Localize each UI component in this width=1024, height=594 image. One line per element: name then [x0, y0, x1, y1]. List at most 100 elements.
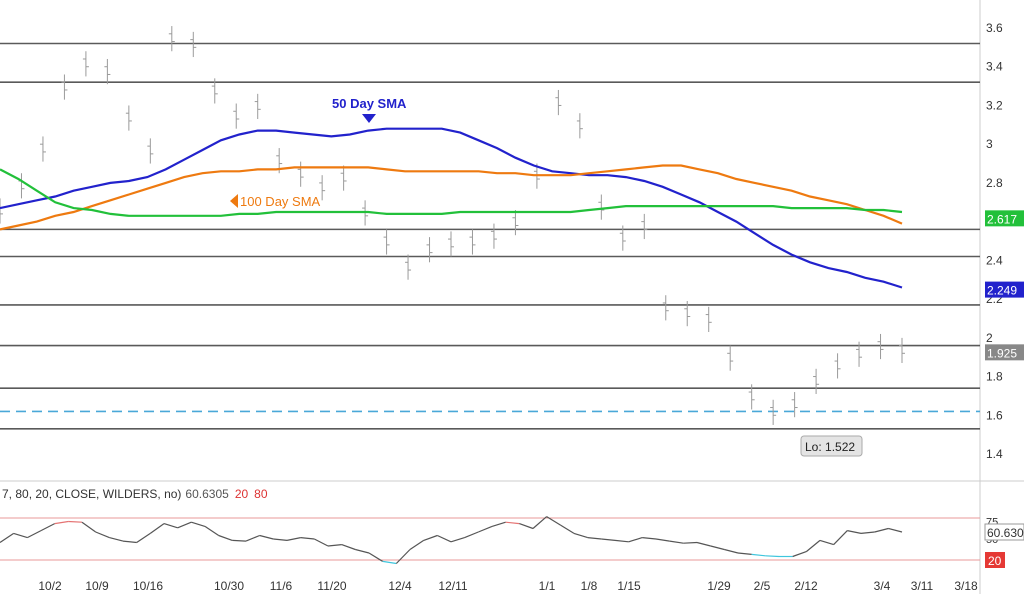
date-tick-11: 1/29 — [707, 579, 731, 593]
rsi-segment-57 — [765, 555, 780, 558]
rsi-segment-29 — [382, 560, 397, 565]
date-tick-9: 1/8 — [581, 579, 598, 593]
rsi-segment-65 — [874, 527, 889, 533]
rsi-params: 7, 80, 20, CLOSE, WILDERS, no) — [2, 487, 181, 501]
rsi-segment-63 — [847, 530, 862, 534]
price-tick-6: 2.4 — [986, 253, 1003, 267]
rsi-segment-35 — [464, 531, 479, 539]
moving-averages — [0, 127, 903, 289]
date-tick-6: 12/4 — [388, 579, 412, 593]
price-tag-bg-sma50 — [985, 281, 1024, 298]
rsi-segment-9 — [109, 537, 124, 542]
sma50-marker-icon — [362, 114, 376, 123]
low-callout: Lo: 1.522 — [805, 440, 855, 454]
rsi-segment-13 — [163, 523, 178, 529]
rsi-segment-8 — [95, 531, 110, 539]
rsi-segment-62 — [833, 530, 848, 546]
sma50-label: 50 Day SMA — [332, 96, 407, 111]
date-tick-10: 1/15 — [617, 579, 641, 593]
rsi-segment-5 — [54, 520, 69, 525]
rsi-segment-64 — [860, 531, 875, 534]
rsi-segment-44 — [587, 537, 602, 540]
rsi-segment-38 — [505, 521, 520, 525]
rsi-segment-3 — [27, 530, 42, 539]
rsi-segment-42 — [560, 524, 575, 534]
date-tick-15: 3/11 — [911, 579, 934, 593]
rsi-segment-47 — [628, 537, 643, 543]
price-tick-9: 1.8 — [986, 370, 1003, 384]
rsi-segment-30 — [395, 549, 411, 564]
date-tick-2: 10/16 — [133, 579, 163, 593]
rsi-lower-tag-bg — [985, 552, 1005, 568]
low-callout-box — [800, 435, 863, 457]
rsi-segment-52 — [696, 541, 711, 547]
rsi-lower-text: 20 — [235, 487, 249, 501]
rsi-segment-41 — [546, 516, 561, 526]
date-tick-14: 3/4 — [874, 579, 891, 593]
price-tick-2: 3.2 — [986, 98, 1003, 112]
price-tag-bg-sma200 — [985, 210, 1024, 227]
rsi-segment-40 — [532, 516, 548, 529]
rsi-segment-56 — [751, 553, 766, 557]
rsi-segment-37 — [491, 521, 506, 527]
rsi-segment-48 — [642, 537, 657, 540]
horizontal-lines — [0, 42, 980, 430]
rsi-segment-43 — [573, 532, 588, 539]
date-axis-ticks: 10/2 10/9 10/16 10/30 11/6 11/20 12/4 12/11 1/1 1… — [38, 579, 978, 593]
date-tick-5: 11/20 — [317, 579, 346, 593]
rsi-segment-15 — [191, 521, 206, 527]
date-tick-16: 3/18 — [954, 579, 978, 593]
price-tick-11: 1.4 — [986, 447, 1003, 461]
rsi-segment-4 — [40, 523, 55, 532]
price-tick-8: 2 — [986, 331, 993, 345]
rsi-segment-49 — [655, 538, 670, 542]
rsi-segment-24 — [314, 538, 329, 547]
date-tick-13: 2/12 — [794, 579, 818, 593]
rsi-segment-60 — [805, 539, 821, 553]
rsi-segment-25 — [327, 544, 342, 547]
rsi-upper-text: 80 — [254, 487, 268, 501]
rsi-value-tag: 60.630 — [987, 526, 1024, 540]
rsi-segment-54 — [724, 548, 739, 554]
price-tag-sma200: 2.617 — [987, 212, 1017, 226]
rsi-segment-23 — [300, 537, 315, 540]
date-tick-12: 2/5 — [754, 579, 771, 593]
rsi-header: 7, 80, 20, CLOSE, WILDERS, no) 60.6305 20 8… — [2, 487, 268, 501]
rsi-segment-21 — [273, 538, 288, 541]
price-tick-3: 3 — [986, 137, 993, 151]
rsi-segment-45 — [601, 538, 616, 541]
rsi-segment-32 — [423, 534, 438, 541]
rsi-segment-14 — [177, 521, 192, 529]
sma100-label: 100 Day SMA — [240, 194, 321, 209]
rsi-segment-27 — [355, 548, 370, 554]
price-tags: 2.617 2.249 1.925 — [985, 210, 1024, 361]
date-tick-8: 1/1 — [539, 579, 556, 593]
rsi-segment-28 — [368, 552, 383, 562]
price-tick-0: 3.6 — [986, 21, 1003, 35]
date-tick-4: 11/6 — [270, 579, 293, 593]
rsi-segment-17 — [218, 534, 233, 541]
rsi-segment-18 — [232, 539, 247, 542]
rsi-lower-tag: 20 — [988, 554, 1002, 568]
rsi-segment-55 — [737, 552, 752, 555]
rsi-segment-34 — [450, 537, 465, 543]
rsi-segment-33 — [437, 534, 452, 543]
sma100-marker-icon — [230, 194, 238, 208]
price-tag-bg-last — [985, 344, 1024, 361]
rsi-segment-46 — [614, 539, 629, 543]
rsi-value-tag-bg — [984, 523, 1024, 541]
rsi-segment-1 — [0, 532, 14, 543]
price-tag-sma50: 2.249 — [987, 284, 1017, 298]
price-tick-10: 1.6 — [986, 408, 1003, 422]
sma-line-2 — [0, 168, 903, 217]
price-tick-4: 2.8 — [986, 176, 1003, 190]
date-tick-3: 10/30 — [214, 579, 244, 593]
rsi-segment-31 — [409, 539, 424, 550]
rsi-segment-11 — [136, 532, 151, 543]
rsi-segment-22 — [286, 537, 301, 541]
rsi-segment-19 — [245, 534, 260, 542]
rsi-segment-61 — [819, 539, 834, 546]
rsi-segment-16 — [204, 525, 219, 536]
